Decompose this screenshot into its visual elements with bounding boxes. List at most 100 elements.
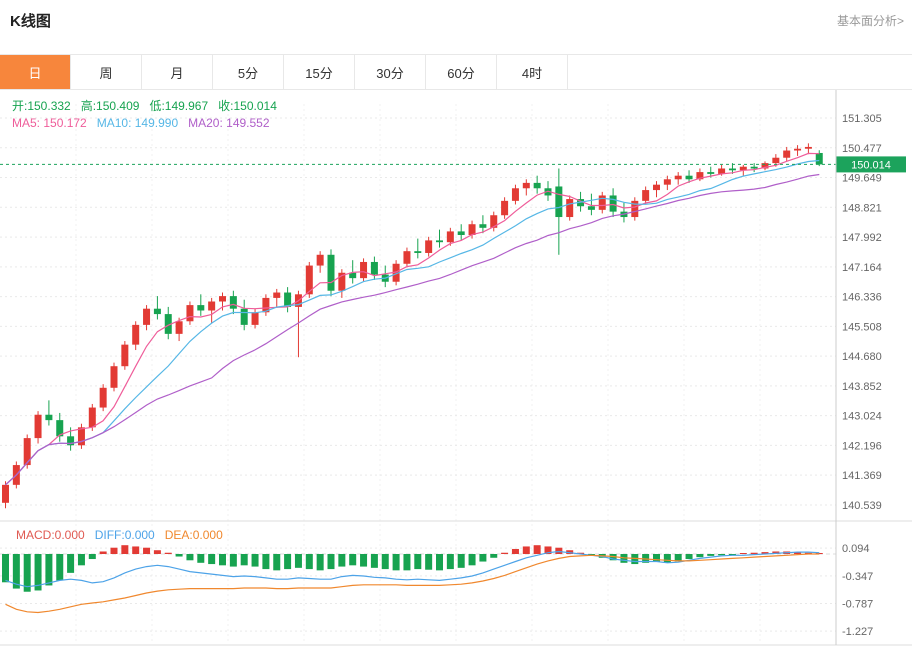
price-axis-label: 150.477 <box>842 143 882 155</box>
macd-axis-label: -0.787 <box>842 598 873 610</box>
macd-bar <box>804 552 812 554</box>
macd-bar <box>631 554 639 565</box>
macd-bar <box>739 553 747 554</box>
candle-body <box>674 175 682 180</box>
macd-bar <box>511 548 519 554</box>
chart-area: 151.305 150.477 149.649 148.821 147.992 147.1… <box>0 90 912 651</box>
candle-body <box>208 301 216 311</box>
dea-line <box>5 553 820 614</box>
candle-body <box>67 436 75 446</box>
macd-bar <box>99 551 107 554</box>
macd-bar <box>327 554 335 570</box>
candle-body <box>794 148 802 151</box>
macd-bar <box>794 552 802 554</box>
candle-body <box>229 296 237 309</box>
macd-bar <box>262 554 270 570</box>
macd-bar <box>653 554 660 562</box>
candle-body <box>479 224 487 228</box>
candle-body <box>436 240 443 243</box>
candle-body <box>240 308 248 325</box>
tab-4时[interactable]: 4时 <box>497 55 568 89</box>
candle-body <box>164 314 172 334</box>
price-axis-label: 151.305 <box>842 113 882 125</box>
macd-bar <box>414 554 422 570</box>
macd-bar <box>56 554 64 581</box>
macd-bar <box>45 554 53 586</box>
candle-body <box>750 166 758 169</box>
tab-5分[interactable]: 5分 <box>213 55 284 89</box>
candle-body <box>609 195 617 212</box>
macd-bar <box>143 547 151 554</box>
macd-bar <box>642 554 650 563</box>
candle-body <box>425 240 433 253</box>
candle-body <box>761 163 769 169</box>
tab-日[interactable]: 日 <box>0 55 71 89</box>
ma10-line <box>5 159 820 486</box>
candle-body <box>555 186 563 218</box>
price-axis-label: 146.336 <box>842 292 882 304</box>
macd-bar <box>663 554 671 563</box>
macd-bar <box>349 554 357 566</box>
candle-body <box>728 168 736 171</box>
candle-body <box>45 414 53 421</box>
macd-bar <box>761 552 769 554</box>
candle-body <box>360 261 368 279</box>
macd-bar <box>685 554 693 560</box>
macd-bar <box>392 554 400 571</box>
macd-bar <box>23 554 31 592</box>
macd-bar <box>750 552 758 554</box>
macd-bar <box>609 554 617 561</box>
tab-15分[interactable]: 15分 <box>284 55 355 89</box>
macd-bar <box>772 551 780 554</box>
macd-bar <box>522 546 530 554</box>
candle-body <box>598 195 606 210</box>
macd-bar <box>186 554 194 561</box>
macd-bar <box>446 554 454 570</box>
candle-body <box>392 263 400 282</box>
current-price-tag-text: 150.014 <box>851 159 891 171</box>
macd-axis-label: 0.094 <box>842 543 870 555</box>
macd-bar <box>153 550 161 554</box>
macd-bar <box>718 554 726 556</box>
macd-bar <box>67 554 75 573</box>
macd-bar <box>457 554 465 568</box>
candle-body <box>327 254 335 291</box>
tab-30分[interactable]: 30分 <box>355 55 426 89</box>
macd-bar <box>533 545 541 554</box>
macd-bar <box>707 554 715 556</box>
candle-body <box>77 427 85 446</box>
tab-60分[interactable]: 60分 <box>426 55 497 89</box>
candle-body <box>305 265 313 295</box>
candle-body <box>23 438 31 466</box>
candle-body <box>653 184 660 191</box>
ma5-line <box>5 152 820 486</box>
macd-bar <box>251 554 259 567</box>
macd-bar <box>544 546 552 554</box>
price-axis-label: 141.369 <box>842 470 882 482</box>
price-axis-label: 143.852 <box>842 381 882 393</box>
macd-bar <box>501 552 509 554</box>
macd-bar <box>490 554 498 558</box>
tab-周[interactable]: 周 <box>71 55 142 89</box>
fundamental-analysis-link[interactable]: 基本面分析> <box>836 14 904 28</box>
tab-月[interactable]: 月 <box>142 55 213 89</box>
page-title: K线图 <box>10 13 51 30</box>
candle-body <box>783 150 791 158</box>
macd-bar <box>425 554 433 570</box>
macd-bar <box>34 554 42 591</box>
price-axis-label: 147.992 <box>842 232 882 244</box>
candle-body <box>815 152 823 165</box>
macd-bar <box>88 554 96 560</box>
macd-bar <box>587 554 595 556</box>
macd-bar <box>229 554 237 567</box>
candlestick-chart[interactable]: 151.305 150.477 149.649 148.821 147.992 147.1… <box>0 90 912 651</box>
candle-body <box>490 215 498 228</box>
candle-body <box>533 182 541 189</box>
candle-body <box>414 251 422 253</box>
macd-bar <box>555 547 563 554</box>
price-axis-label: 140.539 <box>842 500 882 512</box>
macd-bar <box>175 554 183 557</box>
price-axis-label: 148.821 <box>842 202 882 214</box>
candle-body <box>88 407 96 428</box>
macd-bar <box>728 554 736 555</box>
